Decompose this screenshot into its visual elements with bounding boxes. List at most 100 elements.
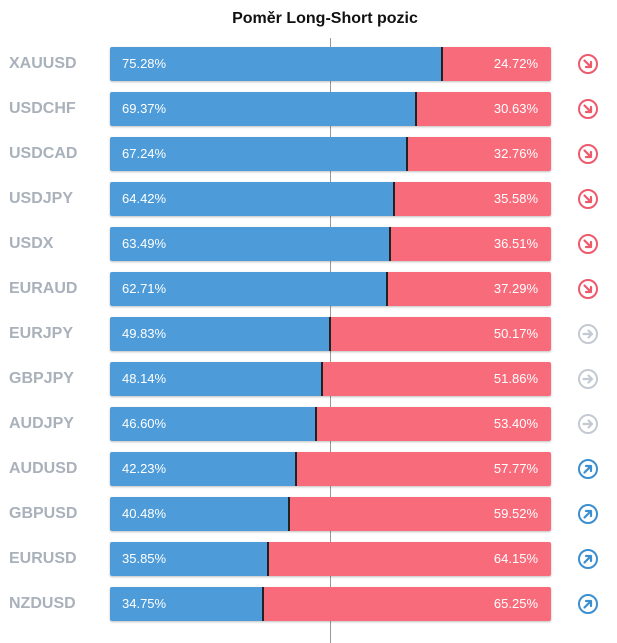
- pair-symbol: AUDUSD: [9, 460, 78, 477]
- arrow-up-right-icon: [578, 504, 598, 524]
- long-bar: [110, 587, 264, 621]
- ratio-bar: 64.42% 35.58%: [110, 182, 551, 216]
- pair-row: EURUSD 35.85% 64.15%: [0, 542, 617, 576]
- short-percent-label: 50.17%: [493, 326, 538, 341]
- arrow-right-icon: [578, 324, 598, 344]
- short-percent-label: 53.40%: [493, 416, 538, 431]
- pair-symbol: EURAUD: [9, 280, 78, 297]
- arrow-down-right-icon: [578, 189, 598, 209]
- long-bar: [110, 317, 330, 351]
- ratio-divider: [328, 317, 331, 351]
- ratio-bar: 67.24% 32.76%: [110, 137, 551, 171]
- long-bar: [110, 407, 316, 441]
- pair-row: USDCHF 69.37% 30.63%: [0, 92, 617, 126]
- long-percent-label: 46.60%: [122, 416, 167, 431]
- long-percent-label: 62.71%: [122, 281, 167, 296]
- pair-row: USDJPY 64.42% 35.58%: [0, 182, 617, 216]
- ratio-divider: [405, 137, 408, 171]
- pair-row: XAUUSD 75.28% 24.72%: [0, 47, 617, 81]
- ratio-bar: 40.48% 59.52%: [110, 497, 551, 531]
- long-bar: [110, 497, 289, 531]
- ratio-bar: 35.85% 64.15%: [110, 542, 551, 576]
- long-bar: [110, 272, 387, 306]
- arrow-right-icon: [578, 369, 598, 389]
- ratio-bar: 69.37% 30.63%: [110, 92, 551, 126]
- arrow-down-right-icon: [578, 54, 598, 74]
- pair-row: USDX 63.49% 36.51%: [0, 227, 617, 261]
- long-bar: [110, 227, 390, 261]
- short-percent-label: 37.29%: [493, 281, 538, 296]
- long-bar: [110, 92, 416, 126]
- short-percent-label: 59.52%: [493, 506, 538, 521]
- arrow-up-right-icon: [578, 594, 598, 614]
- short-percent-label: 57.77%: [493, 461, 538, 476]
- arrow-down-right-icon: [578, 279, 598, 299]
- pair-row: NZDUSD 34.75% 65.25%: [0, 587, 617, 621]
- short-percent-label: 30.63%: [493, 101, 538, 116]
- ratio-bar: 75.28% 24.72%: [110, 47, 551, 81]
- long-percent-label: 49.83%: [122, 326, 167, 341]
- ratio-divider: [295, 452, 298, 486]
- ratio-divider: [388, 227, 391, 261]
- short-bar: [415, 92, 551, 126]
- arrow-up-right-icon: [578, 459, 598, 479]
- short-percent-label: 35.58%: [493, 191, 538, 206]
- short-percent-label: 51.86%: [493, 371, 538, 386]
- arrow-right-icon: [578, 414, 598, 434]
- pair-symbol: USDCHF: [9, 100, 76, 117]
- short-percent-label: 32.76%: [493, 146, 538, 161]
- long-percent-label: 67.24%: [122, 146, 167, 161]
- long-percent-label: 35.85%: [122, 551, 167, 566]
- long-bar: [110, 362, 323, 396]
- long-percent-label: 34.75%: [122, 596, 167, 611]
- pair-row: AUDJPY 46.60% 53.40%: [0, 407, 617, 441]
- short-bar: [288, 497, 551, 531]
- pair-symbol: USDJPY: [9, 190, 74, 207]
- ratio-bar: 42.23% 57.77%: [110, 452, 551, 486]
- short-bar: [296, 452, 551, 486]
- pair-row: EURAUD 62.71% 37.29%: [0, 272, 617, 306]
- ratio-divider: [385, 272, 388, 306]
- long-percent-label: 69.37%: [122, 101, 167, 116]
- ratio-divider: [287, 497, 290, 531]
- pair-symbol: EURJPY: [9, 325, 74, 342]
- long-percent-label: 40.48%: [122, 506, 167, 521]
- ratio-bar: 48.14% 51.86%: [110, 362, 551, 396]
- ratio-bar: 34.75% 65.25%: [110, 587, 551, 621]
- short-bar: [329, 317, 551, 351]
- ratio-bar: 63.49% 36.51%: [110, 227, 551, 261]
- long-bar: [110, 182, 395, 216]
- chart-title: Poměr Long-Short pozic: [232, 10, 418, 27]
- ratio-divider: [393, 182, 396, 216]
- pair-row: EURJPY 49.83% 50.17%: [0, 317, 617, 351]
- ratio-divider: [314, 407, 317, 441]
- pair-symbol: GBPUSD: [9, 505, 78, 522]
- short-bar: [442, 47, 551, 81]
- pair-symbol: GBPJPY: [9, 370, 74, 387]
- pair-row: USDCAD 67.24% 32.76%: [0, 137, 617, 171]
- short-bar: [315, 407, 551, 441]
- short-bar: [268, 542, 551, 576]
- long-bar: [110, 452, 297, 486]
- ratio-divider: [321, 362, 324, 396]
- long-percent-label: 48.14%: [122, 371, 167, 386]
- short-bar: [394, 182, 551, 216]
- short-percent-label: 24.72%: [493, 56, 538, 71]
- long-bar: [110, 47, 442, 81]
- ratio-divider: [262, 587, 265, 621]
- pair-symbol: EURUSD: [9, 550, 77, 567]
- pair-symbol: XAUUSD: [9, 55, 77, 72]
- long-percent-label: 42.23%: [122, 461, 167, 476]
- pair-row: GBPJPY 48.14% 51.86%: [0, 362, 617, 396]
- pair-symbol: USDCAD: [9, 145, 78, 162]
- pair-symbol: AUDJPY: [9, 415, 74, 432]
- short-bar: [386, 272, 551, 306]
- ratio-bar: 49.83% 50.17%: [110, 317, 551, 351]
- arrow-down-right-icon: [578, 234, 598, 254]
- pair-row: GBPUSD 40.48% 59.52%: [0, 497, 617, 531]
- ratio-divider: [414, 92, 417, 126]
- short-percent-label: 64.15%: [493, 551, 538, 566]
- long-percent-label: 64.42%: [122, 191, 167, 206]
- ratio-bar: 62.71% 37.29%: [110, 272, 551, 306]
- arrow-up-right-icon: [578, 549, 598, 569]
